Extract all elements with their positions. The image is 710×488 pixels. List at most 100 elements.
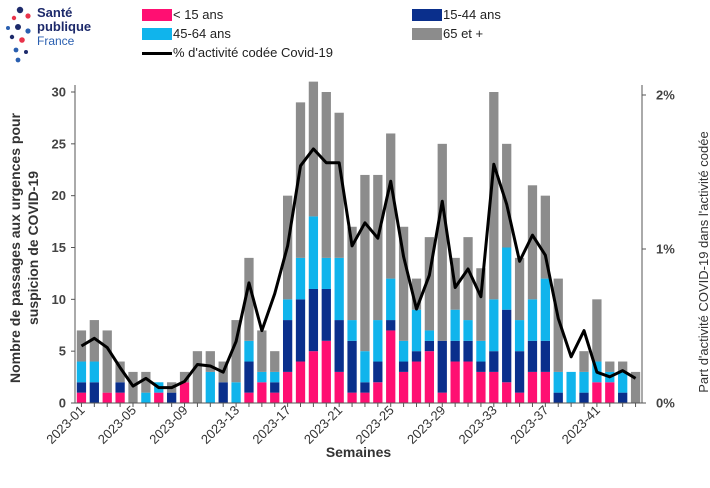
bar-65-2023-20 <box>321 92 331 258</box>
bar-15-44-2023-34 <box>502 309 512 383</box>
legend-label-15-44: 15-44 ans <box>443 7 501 22</box>
y-tick-label: 15 <box>52 240 66 255</box>
bar-65-2023-06 <box>141 371 151 393</box>
bar-65-2023-14 <box>244 257 254 341</box>
x-tick-label: 2023-09 <box>146 403 190 447</box>
bar-45-64-2023-19 <box>308 216 319 289</box>
bar-15-44-2023-36 <box>527 340 538 372</box>
bar-lt15-2023-22 <box>347 392 357 403</box>
bar-lt15-2023-41 <box>592 382 602 403</box>
bar-15-44-2023-26 <box>398 361 409 372</box>
y-tick-label: 5 <box>59 344 66 359</box>
bar-15-44-2023-14 <box>244 361 254 393</box>
bar-65-2023-21 <box>334 112 344 258</box>
bar-lt15-2023-34 <box>502 382 512 403</box>
bar-65-2023-35 <box>514 257 525 321</box>
y2-tick-label: 1% <box>656 242 675 257</box>
bar-45-64-2023-30 <box>450 309 460 341</box>
bar-lt15-2023-04 <box>115 392 125 403</box>
bar-lt15-2023-32 <box>476 371 486 403</box>
bar-15-44-2023-22 <box>347 340 357 393</box>
bar-15-44-2023-33 <box>489 351 499 372</box>
bar-lt15-2023-09 <box>179 382 190 403</box>
legend-label-45-64: 45-64 ans <box>173 26 231 41</box>
bar-65-2023-09 <box>179 371 190 383</box>
bar-15-44-2023-30 <box>450 340 460 362</box>
legend-swatch-lt15 <box>142 9 172 21</box>
bar-45-64-2023-20 <box>321 257 331 289</box>
x-tick-label: 2023-05 <box>95 403 139 447</box>
y2-tick-label: 0% <box>656 396 675 411</box>
bar-15-44-2023-18 <box>295 299 306 362</box>
bar-45-64-2023-27 <box>411 309 422 352</box>
bar-lt15-2023-29 <box>437 392 447 403</box>
x-tick-label: 2023-29 <box>404 403 448 447</box>
bar-65-2023-43 <box>618 361 628 372</box>
bar-lt15-2023-35 <box>514 392 525 403</box>
bar-lt15-2023-16 <box>270 392 280 403</box>
bar-65-2023-04 <box>115 361 125 383</box>
y-tick-label: 10 <box>52 292 66 307</box>
y-tick-label: 30 <box>52 85 66 100</box>
bar-lt15-2023-30 <box>450 361 460 403</box>
bar-65-2023-10 <box>192 351 203 403</box>
bar-lt15-2023-07 <box>154 392 164 403</box>
bar-65-2023-40 <box>579 351 589 372</box>
bar-15-44-2023-23 <box>360 382 370 393</box>
bar-65-2023-33 <box>489 92 499 300</box>
bar-65-2023-18 <box>295 102 306 258</box>
y-axis-title-line2: suspicion de COVID-19 <box>25 171 41 325</box>
bar-15-44-2023-20 <box>321 288 331 341</box>
x-tick-label: 2023-33 <box>456 403 500 447</box>
bar-lt15-2023-37 <box>540 371 550 403</box>
bar-15-44-2023-17 <box>282 320 293 372</box>
logo: Santé publique France <box>4 4 124 66</box>
bar-65-2023-13 <box>231 320 241 383</box>
bar-45-64-2023-14 <box>244 340 254 362</box>
x-tick-label: 2023-21 <box>301 403 345 447</box>
x-tick-label: 2023-41 <box>559 403 603 447</box>
bar-15-44-2023-29 <box>437 340 447 393</box>
bar-15-44-2023-19 <box>308 288 319 352</box>
bar-45-64-2023-26 <box>398 340 409 362</box>
bar-lt15-2023-03 <box>102 392 112 403</box>
y-tick-label: 0 <box>59 396 66 411</box>
bar-15-44-2023-31 <box>463 340 473 362</box>
y-tick-label: 20 <box>52 188 66 203</box>
bar-45-64-2023-22 <box>347 320 357 341</box>
bar-65-2023-29 <box>437 143 447 341</box>
bar-lt15-2023-21 <box>334 371 344 403</box>
bar-15-44-2023-16 <box>270 382 280 393</box>
bar-65-2023-38 <box>553 278 563 372</box>
bars-layer <box>76 81 641 403</box>
bar-lt15-2023-14 <box>244 392 254 403</box>
logo-line2: publique <box>37 19 92 34</box>
bar-45-64-2023-31 <box>463 320 473 341</box>
bar-45-64-2023-34 <box>502 247 512 310</box>
bar-15-44-2023-28 <box>424 340 435 352</box>
bar-45-64-2023-38 <box>553 371 563 393</box>
bar-65-2023-34 <box>502 143 512 248</box>
bar-lt15-2023-28 <box>424 351 435 403</box>
bar-lt15-2023-26 <box>398 371 409 403</box>
bar-45-64-2023-43 <box>618 371 628 393</box>
bar-65-2023-37 <box>540 195 550 279</box>
bar-lt15-2023-24 <box>373 382 383 403</box>
y2-tick-label: 2% <box>656 88 675 103</box>
bar-lt15-2023-27 <box>411 361 422 403</box>
bar-lt15-2023-31 <box>463 361 473 403</box>
bar-15-44-2023-12 <box>218 382 228 403</box>
bar-45-64-2023-33 <box>489 299 499 352</box>
x-axis-title: Semaines <box>326 444 392 460</box>
bar-15-44-2023-21 <box>334 320 344 372</box>
y2-axis-title: Part d'activité COVID-19 dans l'activité… <box>696 131 710 392</box>
legend-swatch-45-64 <box>142 28 172 40</box>
bar-15-44-2023-25 <box>386 320 396 331</box>
logo-line3: France <box>37 34 75 48</box>
bar-15-44-2023-43 <box>618 392 628 403</box>
bar-65-2023-25 <box>386 133 396 279</box>
bar-lt15-2023-20 <box>321 340 331 403</box>
bar-15-44-2023-24 <box>373 361 383 383</box>
x-tick-label: 2023-37 <box>507 403 551 447</box>
legend-label-line: % d'activité codée Covid-19 <box>173 45 334 60</box>
